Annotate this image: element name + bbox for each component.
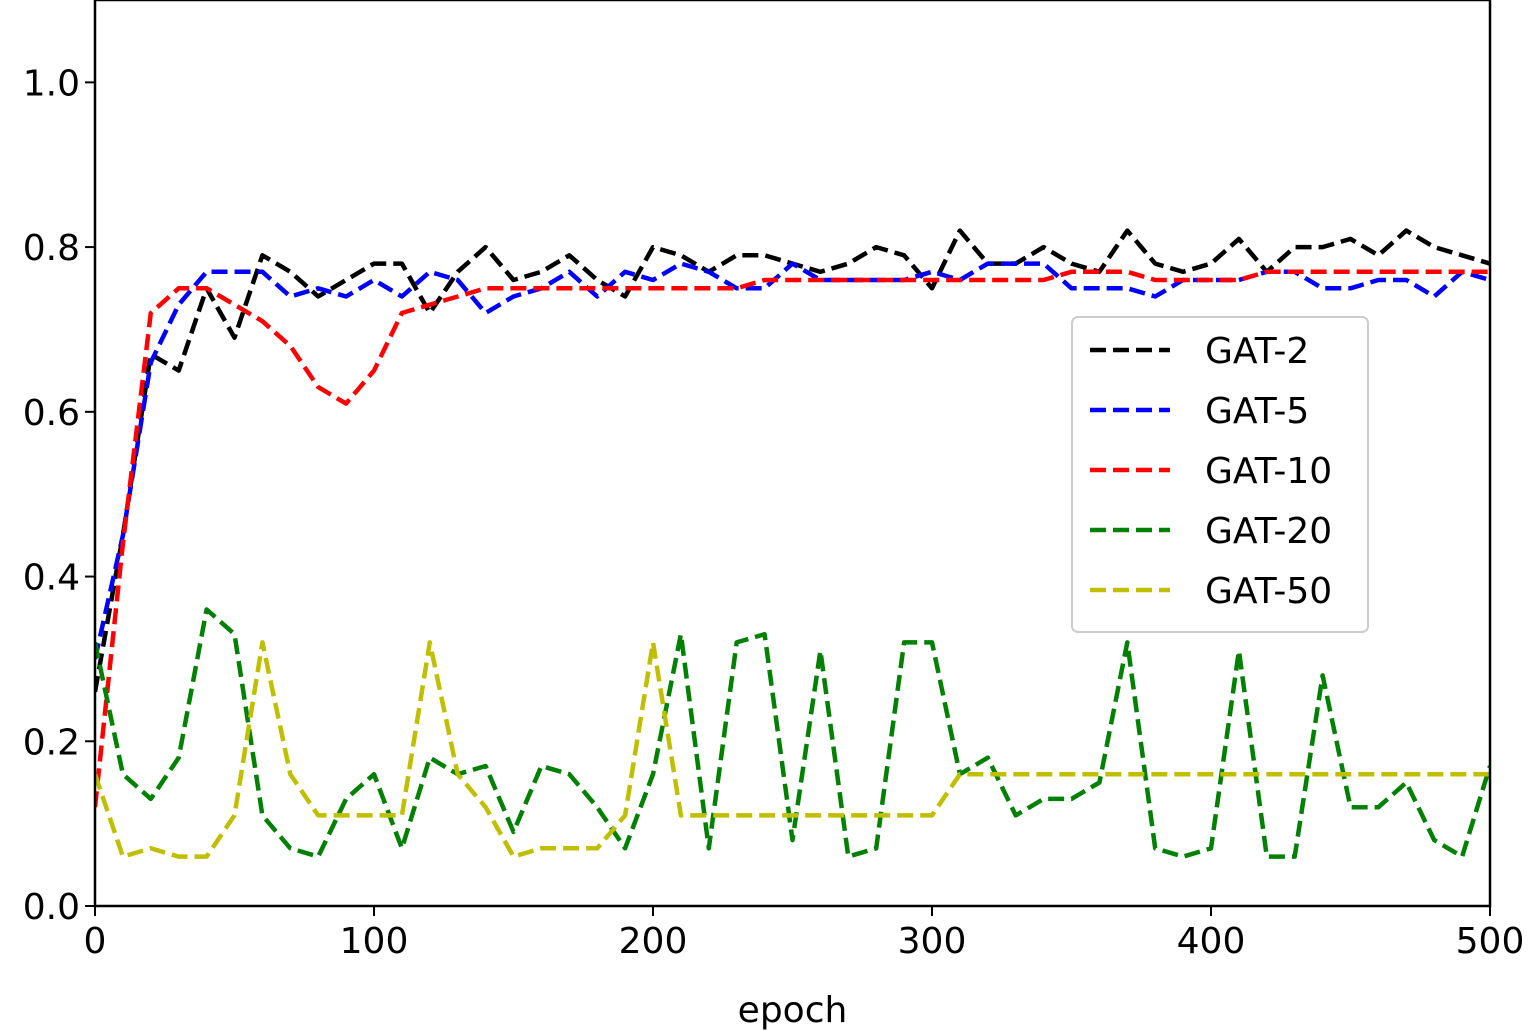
x-axis-label: epoch: [738, 990, 848, 1031]
y-tick-label: 0.0: [23, 887, 80, 928]
plot-frame: [93, 0, 1492, 908]
x-tick-label: 0: [84, 921, 107, 962]
x-tick-label: 400: [1177, 921, 1246, 962]
legend: GAT-2 GAT-5 GAT-10 GAT-20 GAT-50: [1071, 316, 1369, 633]
x-tick-label: 300: [898, 921, 967, 962]
x-tick-label: 100: [340, 921, 409, 962]
series-layer: [95, 228, 1490, 859]
legend-box: [1071, 316, 1369, 633]
y-tick-label: 1.0: [23, 63, 80, 104]
x-tick-label: 500: [1456, 921, 1525, 962]
y-tick-label: 0.4: [23, 558, 80, 599]
series-line-gat-10: [95, 269, 1490, 808]
series-line-gat-50: [95, 640, 1490, 859]
legend-label-gat-5: GAT-5: [1205, 391, 1309, 432]
y-tick-label: 0.8: [23, 228, 80, 269]
legend-label-gat-10: GAT-10: [1205, 451, 1332, 492]
x-tick-label: 200: [619, 921, 688, 962]
y-tick-label: 0.2: [23, 722, 80, 763]
legend-label-gat-2: GAT-2: [1205, 331, 1309, 372]
series-line-gat-5: [95, 261, 1490, 660]
legend-label-gat-20: GAT-20: [1205, 511, 1332, 552]
y-tick-label: 0.6: [23, 393, 80, 434]
axes-layer: 0 100 200 300 400 500 0.0 0.2 0.4 0.6 0.8 1.0 epoch: [23, 0, 1525, 1031]
legend-label-gat-50: GAT-50: [1205, 571, 1332, 612]
series-line-gat-20: [95, 607, 1490, 859]
